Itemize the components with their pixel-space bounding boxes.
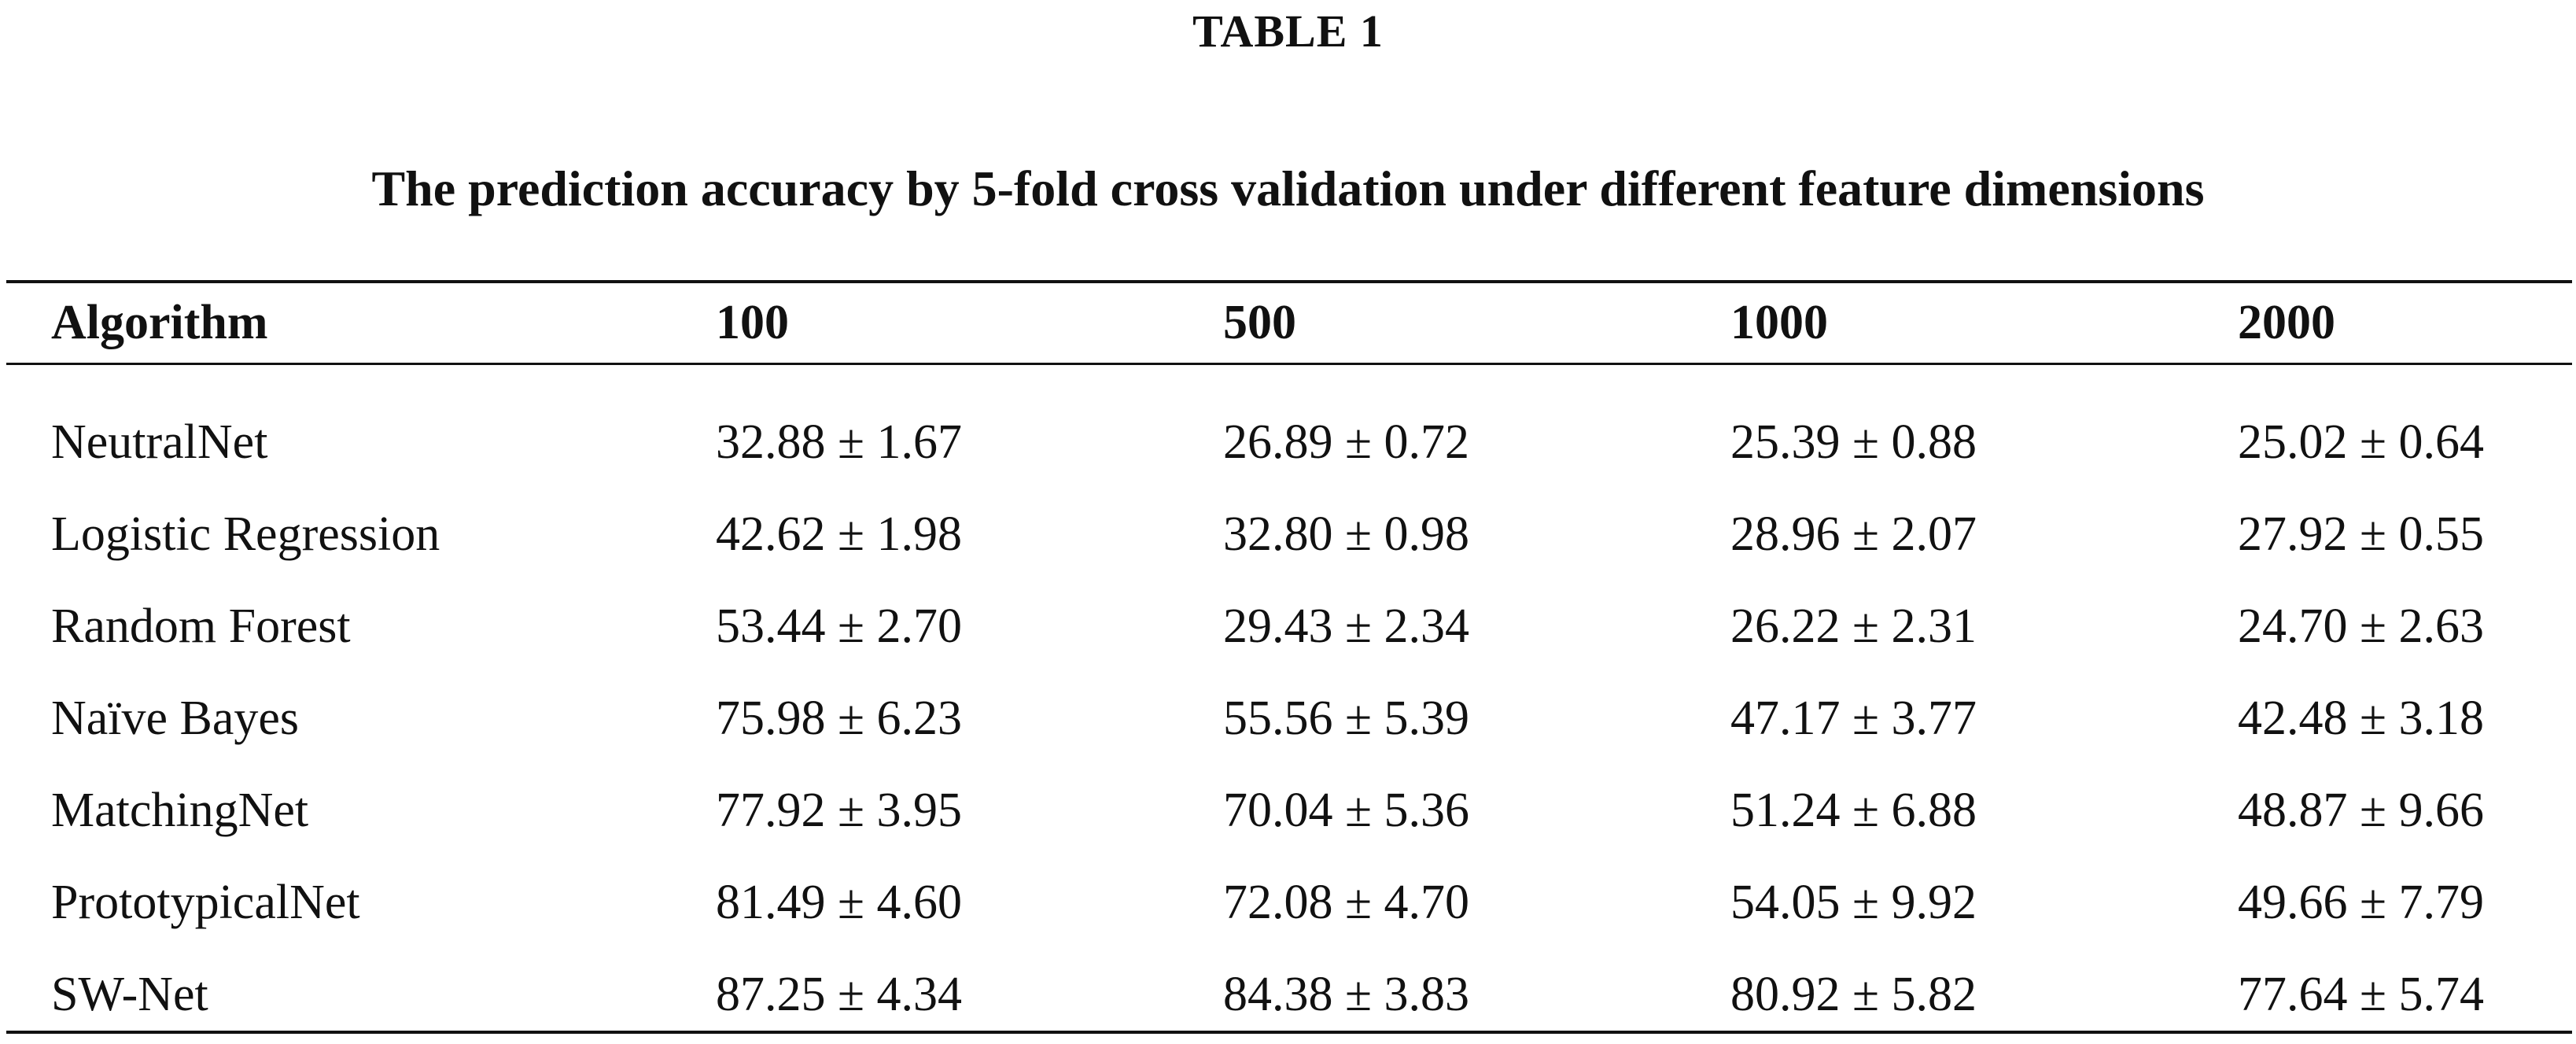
accuracy-cell: 77.92 ± 3.95	[716, 784, 963, 837]
accuracy-cell: 75.98 ± 6.23	[716, 692, 963, 745]
table-header-rule	[6, 363, 2572, 365]
accuracy-cell: 55.56 ± 5.39	[1223, 692, 1470, 745]
accuracy-cell: 29.43 ± 2.34	[1223, 599, 1470, 653]
header-dim-2000: 2000	[2238, 296, 2335, 349]
accuracy-cell: 28.96 ± 2.07	[1730, 507, 1977, 561]
accuracy-cell: 25.02 ± 0.64	[2238, 415, 2485, 469]
table-header-row: Algorithm 100 500 1000 2000	[6, 283, 2576, 365]
header-dim-500: 500	[1223, 296, 1296, 349]
table-row: PrototypicalNet 81.49 ± 4.60 72.08 ± 4.7…	[6, 857, 2576, 949]
algorithm-name: NeutralNet	[51, 415, 268, 469]
header-algorithm: Algorithm	[51, 296, 268, 349]
accuracy-cell: 24.70 ± 2.63	[2238, 599, 2485, 653]
table-row: Random Forest 53.44 ± 2.70 29.43 ± 2.34 …	[6, 581, 2576, 673]
results-table: Algorithm 100 500 1000 2000 NeutralNet 3…	[6, 283, 2576, 1041]
accuracy-cell: 84.38 ± 3.83	[1223, 968, 1470, 1021]
table-bottom-rule	[6, 1031, 2572, 1034]
accuracy-cell: 54.05 ± 9.92	[1730, 876, 1977, 929]
table-top-rule	[6, 280, 2572, 283]
algorithm-name: SW-Net	[51, 968, 208, 1021]
accuracy-cell: 81.49 ± 4.60	[716, 876, 963, 929]
table-row: MatchingNet 77.92 ± 3.95 70.04 ± 5.36 51…	[6, 765, 2576, 857]
accuracy-cell: 32.88 ± 1.67	[716, 415, 963, 469]
algorithm-name: Random Forest	[51, 599, 351, 653]
accuracy-cell: 49.66 ± 7.79	[2238, 876, 2485, 929]
table-number: TABLE 1	[1192, 6, 1384, 57]
algorithm-name: Naïve Bayes	[51, 692, 300, 745]
accuracy-cell: 47.17 ± 3.77	[1730, 692, 1977, 745]
accuracy-cell: 77.64 ± 5.74	[2238, 968, 2485, 1021]
accuracy-cell: 32.80 ± 0.98	[1223, 507, 1470, 561]
accuracy-cell: 26.22 ± 2.31	[1730, 599, 1977, 653]
accuracy-cell: 70.04 ± 5.36	[1223, 784, 1470, 837]
accuracy-cell: 25.39 ± 0.88	[1730, 415, 1977, 469]
table-row: Logistic Regression 42.62 ± 1.98 32.80 ±…	[6, 489, 2576, 581]
accuracy-cell: 87.25 ± 4.34	[716, 968, 963, 1021]
accuracy-cell: 48.87 ± 9.66	[2238, 784, 2485, 837]
table-row: Naïve Bayes 75.98 ± 6.23 55.56 ± 5.39 47…	[6, 673, 2576, 765]
accuracy-cell: 42.62 ± 1.98	[716, 507, 963, 561]
algorithm-name: Logistic Regression	[51, 507, 440, 561]
accuracy-cell: 26.89 ± 0.72	[1223, 415, 1470, 469]
table-row: SW-Net 87.25 ± 4.34 84.38 ± 3.83 80.92 ±…	[6, 949, 2576, 1041]
header-dim-100: 100	[716, 296, 789, 349]
algorithm-name: MatchingNet	[51, 784, 309, 837]
accuracy-cell: 27.92 ± 0.55	[2238, 507, 2485, 561]
table-caption: The prediction accuracy by 5-fold cross …	[371, 160, 2205, 216]
accuracy-cell: 53.44 ± 2.70	[716, 599, 963, 653]
header-dim-1000: 1000	[1730, 296, 1828, 349]
accuracy-cell: 72.08 ± 4.70	[1223, 876, 1470, 929]
accuracy-cell: 51.24 ± 6.88	[1730, 784, 1977, 837]
accuracy-cell: 42.48 ± 3.18	[2238, 692, 2485, 745]
algorithm-name: PrototypicalNet	[51, 876, 360, 929]
accuracy-cell: 80.92 ± 5.82	[1730, 968, 1977, 1021]
table-row: NeutralNet 32.88 ± 1.67 26.89 ± 0.72 25.…	[6, 365, 2576, 489]
